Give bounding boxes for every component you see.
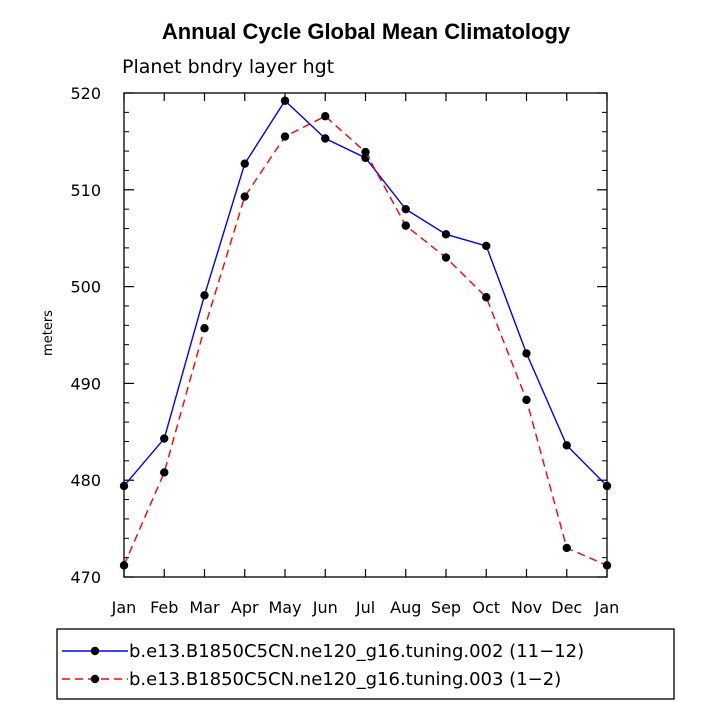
x-tick-label: Sep — [431, 598, 461, 617]
y-tick-label: 490 — [70, 374, 101, 393]
data-point — [240, 192, 249, 201]
data-point — [280, 96, 290, 105]
legend-frame — [56, 628, 675, 700]
legend-label-1: b.e13.B1850C5CN.ne120_g16.tuning.002 (11… — [129, 641, 584, 662]
data-point — [160, 434, 169, 443]
data-point — [441, 253, 451, 262]
x-tick-label: Apr — [231, 598, 259, 617]
x-tick-label: Jan — [111, 598, 137, 617]
chart-title: Annual Cycle Global Mean Climatology — [162, 19, 571, 44]
data-point — [482, 293, 491, 302]
plot-frame — [123, 92, 608, 578]
legend-marker — [90, 674, 100, 684]
axis-ticks: Jan Feb Mar Apr May Jun Jul Aug Sep Oct Nov Dec Jan 4… — [70, 84, 619, 617]
data-point — [321, 112, 330, 121]
x-tick-label: Feb — [150, 598, 178, 617]
data-point — [482, 241, 491, 251]
x-tick-label: Mar — [189, 598, 220, 617]
x-tick-label: May — [268, 598, 301, 617]
series-line-2 — [123, 115, 608, 567]
x-tick-label: Jun — [312, 598, 338, 617]
y-tick-label: 520 — [70, 84, 101, 103]
legend: b.e13.B1850C5CN.ne120_g16.tuning.002 (11… — [56, 628, 675, 700]
legend-marker — [90, 646, 100, 656]
x-tick-label: Jul — [355, 598, 375, 617]
y-tick-label: 480 — [70, 471, 101, 490]
data-point — [280, 132, 290, 141]
y-tick-label: 470 — [70, 568, 101, 587]
data-point — [522, 395, 531, 405]
x-tick-label: Aug — [390, 598, 421, 617]
x-tick-label: Oct — [472, 598, 500, 617]
data-point — [441, 230, 451, 239]
x-tick-label: Nov — [511, 598, 542, 617]
data-point — [160, 468, 169, 477]
data-point — [522, 349, 531, 358]
data-point — [602, 561, 612, 570]
data-point — [200, 291, 209, 300]
series-group — [119, 96, 612, 570]
data-point — [401, 204, 410, 214]
chart-subtitle: Planet bndry layer hgt — [122, 56, 334, 78]
data-point — [401, 221, 410, 230]
data-point — [119, 481, 129, 491]
data-point — [240, 159, 249, 168]
data-point — [200, 324, 209, 333]
y-axis-label: meters — [41, 310, 56, 356]
y-tick-label: 510 — [70, 181, 101, 200]
x-tick-label: Dec — [551, 598, 582, 617]
y-tick-label: 500 — [70, 278, 101, 297]
x-tick-label: Jan — [594, 598, 620, 617]
legend-label-2: b.e13.B1850C5CN.ne120_g16.tuning.003 (1−… — [129, 669, 561, 690]
data-point — [562, 543, 571, 553]
data-point — [321, 134, 330, 143]
data-point — [562, 441, 571, 450]
data-point — [361, 147, 370, 157]
data-point — [119, 561, 129, 570]
data-point — [602, 481, 612, 491]
